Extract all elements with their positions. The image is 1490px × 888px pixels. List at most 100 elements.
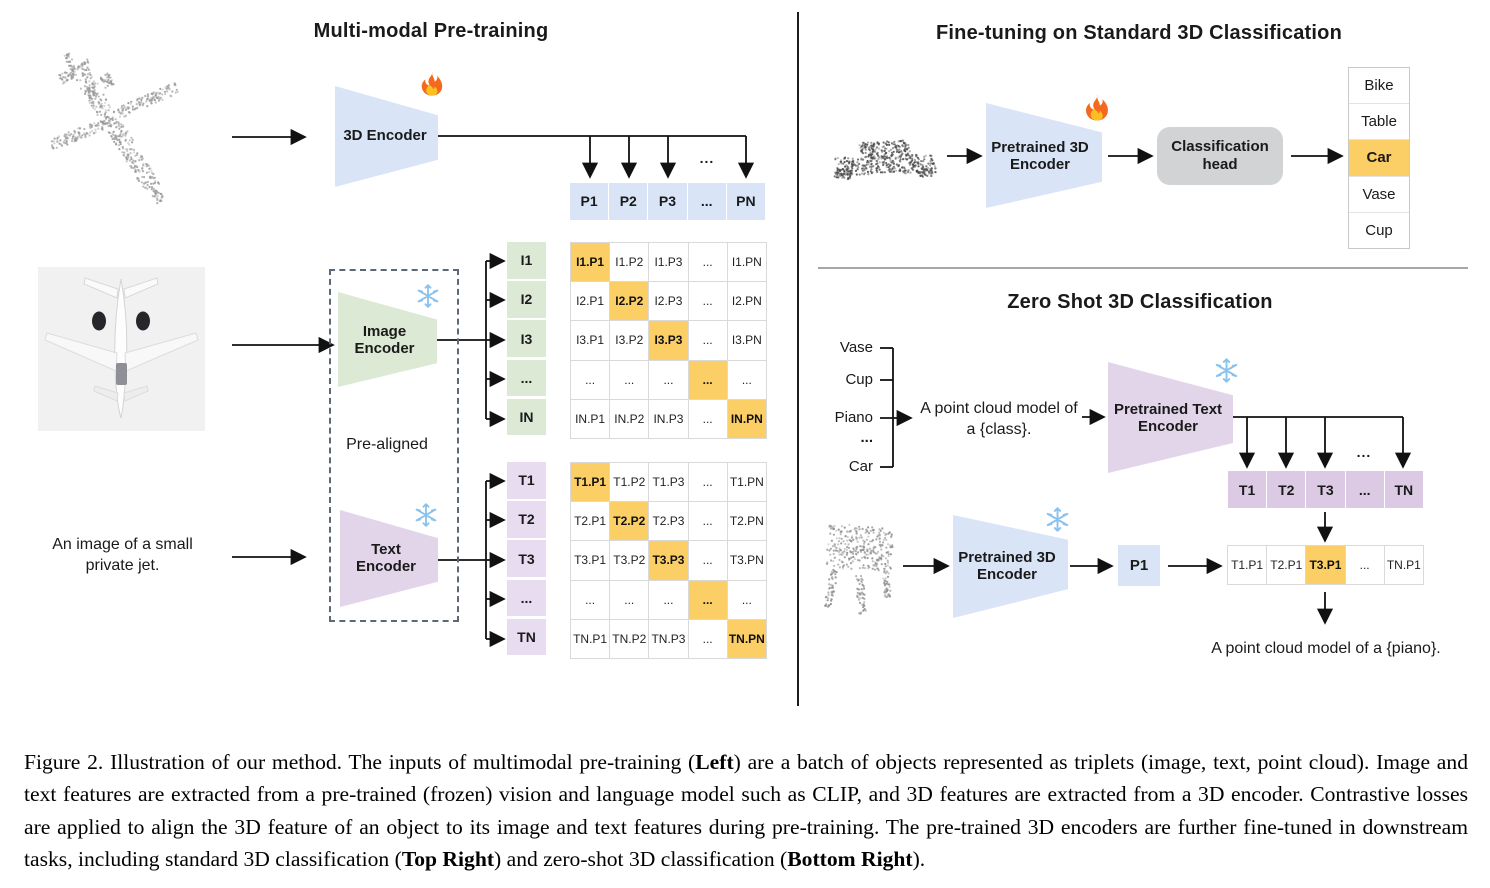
caption-segment: Bottom Right xyxy=(787,847,913,872)
feature-cell: P2 xyxy=(609,183,648,220)
matrix-cell: T2.P2 xyxy=(610,502,650,542)
class-list-item: Table xyxy=(1349,104,1409,141)
matrix-cell: T1.PN xyxy=(727,463,767,503)
feature-cell: T2 xyxy=(1267,471,1306,508)
point-feature-box: P1 xyxy=(1118,545,1160,586)
matrix-cell: I3.PN xyxy=(727,321,767,361)
row-label-cell: ... xyxy=(507,579,546,617)
matrix-cell: I2.PN xyxy=(727,282,767,322)
text-feature-labels: T1 T2 T3... TN xyxy=(507,462,546,656)
image-encoder-label: Image Encoder xyxy=(354,322,415,357)
text-feature-row: T1 T2 T3... TN xyxy=(1228,471,1423,508)
matrix-cell: I1.PN xyxy=(727,243,767,283)
matrix-cell: ... xyxy=(727,580,767,620)
matrix-cell: I1.P3 xyxy=(649,243,689,283)
row-label-cell: I2 xyxy=(507,281,546,318)
zeroshot-class-ellipsis: ... xyxy=(860,429,873,446)
caption-segment: ) and zero-shot 3D classification ( xyxy=(494,847,788,872)
matrix-cell: T3.PN xyxy=(727,541,767,581)
airplane-point-cloud xyxy=(50,52,179,205)
text-input-caption: An image of a small private jet. xyxy=(52,536,193,574)
matrix-cell: ... xyxy=(688,580,728,620)
text-point-similarity-matrix: T1.P1 T1.P2 T1.P3... T1.PN T2.P1 T2.P2 T2.P3..… xyxy=(570,462,767,659)
caption-segment: ) are a batch of objects represented as … xyxy=(24,749,1468,872)
matrix-cell: ... xyxy=(571,360,611,400)
zeroshot-class-cup: Cup xyxy=(845,371,873,388)
fire-icon xyxy=(418,70,446,103)
feature-cell: T3 xyxy=(1306,471,1345,508)
matrix-cell: ... xyxy=(688,502,728,542)
matrix-cell: I3.P3 xyxy=(649,321,689,361)
matrix-cell: I1.P2 xyxy=(610,243,650,283)
matrix-cell: IN.P3 xyxy=(649,399,689,439)
zeroshot-output-caption: A point cloud model of a {piano}. xyxy=(1211,640,1441,657)
caption-segment: ). xyxy=(912,847,926,872)
caption-segment: Top Right xyxy=(401,847,495,872)
row-label-cell: ... xyxy=(507,359,546,397)
class-list-item: Bike xyxy=(1349,68,1409,105)
class-list-item: Cup xyxy=(1365,221,1393,239)
pre-aligned-group xyxy=(329,269,459,622)
matrix-cell: ... xyxy=(571,580,611,620)
image-point-similarity-matrix: I1.P1 I1.P2 I1.P3... I1.PN I2.P1 I2.P2 I2.P3..… xyxy=(570,242,767,439)
point-feature-row: P1 P2 P3... PN xyxy=(570,183,765,220)
matrix-cell: ... xyxy=(688,321,728,361)
feature-cell: ... xyxy=(1345,471,1384,508)
similarity-result-row: T1.P1 T2.P1 T3.P1... TN.P1 xyxy=(1227,545,1424,585)
fire-icon xyxy=(1082,93,1112,128)
matrix-cell: ... xyxy=(649,360,689,400)
snowflake-icon xyxy=(415,283,441,314)
matrix-cell: TN.P1 xyxy=(1384,546,1424,585)
matrix-cell: IN.PN xyxy=(727,399,767,439)
matrix-cell: T3.P2 xyxy=(610,541,650,581)
matrix-cell: I2.P3 xyxy=(649,282,689,322)
matrix-cell: I3.P2 xyxy=(610,321,650,361)
matrix-cell: T2.P1 xyxy=(571,502,611,542)
feature-cell: ... xyxy=(687,183,726,220)
snowflake-icon xyxy=(413,502,439,533)
pre-aligned-label: Pre-aligned xyxy=(346,436,428,453)
matrix-cell: I3.P1 xyxy=(571,321,611,361)
matrix-cell: ... xyxy=(610,580,650,620)
matrix-cell: ... xyxy=(1345,546,1385,585)
airplane-top-view-image xyxy=(38,267,205,431)
matrix-cell: T3.P1 xyxy=(571,541,611,581)
snowflake-icon xyxy=(1213,357,1240,389)
figure-caption: Figure 2. Illustration of our method. Th… xyxy=(24,746,1468,876)
3d-encoder-label: 3D Encoder xyxy=(343,127,427,145)
matrix-cell: ... xyxy=(688,360,728,400)
caption-segment: Figure 2. Illustration of our method. Th… xyxy=(24,749,696,774)
zeroshot-class-car: Car xyxy=(848,458,873,475)
matrix-cell: ... xyxy=(688,243,728,283)
matrix-cell: I1.P1 xyxy=(571,243,611,283)
matrix-cell: ... xyxy=(688,541,728,581)
car-point-cloud xyxy=(833,139,937,181)
matrix-cell: T3.P3 xyxy=(649,541,689,581)
row-label-cell: T3 xyxy=(507,540,546,577)
prompt-text: A point cloud model of a {class}. xyxy=(920,400,1078,438)
zeroshot-class-piano: Piano xyxy=(834,409,873,426)
matrix-cell: T2.P3 xyxy=(649,502,689,542)
matrix-cell: TN.P3 xyxy=(649,619,689,659)
feature-cell: T1 xyxy=(1228,471,1267,508)
row-label-cell: I1 xyxy=(507,242,546,279)
matrix-cell: T3.P1 xyxy=(1306,546,1346,585)
matrix-cell: IN.P2 xyxy=(610,399,650,439)
piano-point-cloud xyxy=(824,523,894,615)
pretrained-3d-encoder-zs-label: Pretrained 3D Encoder xyxy=(958,548,1056,583)
row-label-cell: TN xyxy=(507,618,546,656)
classification-head: Classification head xyxy=(1157,127,1283,185)
matrix-cell: IN.P1 xyxy=(571,399,611,439)
matrix-cell: T1.P1 xyxy=(1228,546,1268,585)
matrix-cell: TN.P1 xyxy=(571,619,611,659)
matrix-cell: ... xyxy=(688,399,728,439)
matrix-cell: TN.PN xyxy=(727,619,767,659)
row-label-cell: I3 xyxy=(507,320,546,357)
text-encoder-label: Text Encoder xyxy=(355,540,416,575)
finetune-panel-title: Fine-tuning on Standard 3D Classificatio… xyxy=(935,22,1342,44)
matrix-cell: ... xyxy=(727,360,767,400)
left-panel-title: Multi-modal Pre-training xyxy=(313,20,549,42)
matrix-cell: T2.PN xyxy=(727,502,767,542)
